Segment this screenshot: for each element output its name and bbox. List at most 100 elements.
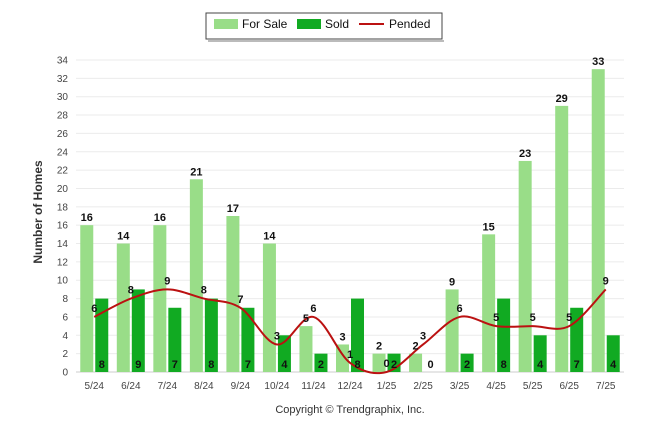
sold-value-label: 7 [245,359,251,371]
y-tick-label: 12 [57,257,69,268]
for-sale-value-label: 14 [263,231,276,243]
sold-value-label: 2 [318,359,324,371]
sold-value-label: 9 [135,359,141,371]
pended-value-label: 9 [603,275,609,287]
for-sale-value-label: 14 [117,231,130,243]
y-axis-label: Number of Homes [31,160,45,264]
x-tick-label: 9/24 [231,381,251,392]
for-sale-value-label: 2 [376,341,382,353]
bars [80,69,620,373]
sold-value-label: 7 [574,359,580,371]
y-tick-label: 0 [62,368,68,379]
bar-for-sale [445,289,459,372]
x-axis-ticks: 5/24 6/24 7/24 8/24 9/24 10/24 11/24 12/24 1/25 2… [85,381,616,392]
bar-sold [606,335,620,372]
y-tick-label: 6 [62,312,68,323]
x-tick-label: 2/25 [413,381,433,392]
pended-value-label: 5 [530,312,536,324]
for-sale-value-label: 5 [303,313,309,325]
for-sale-value-label: 29 [556,93,568,105]
legend-label-sold: Sold [325,17,349,31]
x-tick-label: 7/25 [596,381,616,392]
y-tick-label: 2 [62,349,68,360]
pended-value-label: 3 [274,330,280,342]
y-tick-label: 16 [57,221,69,232]
bar-for-sale [116,243,130,372]
sold-value-label: 8 [99,359,105,371]
bar-for-sale [262,243,276,372]
for-sale-value-label: 9 [449,276,455,288]
pended-value-label: 6 [457,303,463,315]
sold-value-label: 4 [281,359,288,371]
x-tick-label: 5/24 [85,381,105,392]
y-tick-label: 32 [57,74,69,85]
y-tick-label: 26 [57,129,69,140]
y-tick-label: 8 [62,294,68,305]
bar-sold [95,298,109,372]
legend: For Sale Sold Pended [205,12,444,42]
pended-value-label: 8 [128,285,134,297]
sold-value-label: 8 [354,359,360,371]
legend-swatch-sold [297,19,321,29]
for-sale-value-label: 16 [81,212,93,224]
sold-value-label: 0 [428,359,434,371]
bar-sold [460,353,474,372]
pended-value-label: 6 [310,303,316,315]
pended-value-label: 3 [420,330,426,342]
legend-shadow [208,40,444,42]
pended-value-label: 6 [91,303,97,315]
pended-value-label: 8 [201,285,207,297]
legend-label-pended: Pended [389,17,430,31]
bar-for-sale [482,234,496,372]
for-sale-value-label: 16 [154,212,166,224]
sold-value-label: 8 [208,359,214,371]
pended-value-label: 5 [493,312,499,324]
pended-line [93,288,607,375]
bar-sold [314,353,328,372]
sold-value-label: 2 [464,359,470,371]
for-sale-value-label: 21 [190,166,202,178]
pended-value-label: 7 [237,294,243,306]
pended-value-label: 9 [164,275,170,287]
sold-value-label: 2 [391,359,397,371]
bar-for-sale [518,160,532,372]
y-tick-label: 14 [57,239,69,250]
sold-value-label: 4 [537,359,544,371]
for-sale-value-label: 3 [339,331,345,343]
x-tick-label: 5/25 [523,381,543,392]
y-tick-label: 24 [57,147,69,158]
for-sale-value-label: 17 [227,203,239,215]
bar-for-sale [372,353,386,372]
bar-for-sale [226,216,240,372]
x-tick-label: 3/25 [450,381,470,392]
pended-value-label: 0 [383,358,389,370]
x-tick-label: 10/24 [264,381,289,392]
sold-value-label: 8 [501,359,507,371]
y-tick-label: 28 [57,111,69,122]
bar-sold [351,298,364,372]
grid-lines [76,59,624,373]
y-tick-label: 30 [57,92,69,103]
sold-value-label: 7 [172,359,178,371]
y-tick-label: 20 [57,184,69,195]
for-sale-value-label: 2 [413,341,419,353]
for-sale-value-label: 23 [519,148,531,160]
x-tick-label: 6/25 [559,381,579,392]
x-tick-label: 11/24 [301,381,326,392]
bar-for-sale [299,326,313,372]
bar-for-sale [409,353,423,372]
bar-for-sale [591,69,605,373]
y-tick-label: 34 [57,56,69,67]
legend-box [205,12,443,40]
bar-sold [533,335,547,372]
bar-sold [241,307,255,372]
bar-for-sale [555,105,569,372]
y-tick-label: 10 [57,276,69,287]
y-tick-label: 4 [62,331,68,342]
pended-value-label: 1 [347,349,353,361]
legend-label-for-sale: For Sale [242,17,288,31]
copyright-text: Copyright © Trendgraphix, Inc. [275,404,424,416]
bar-sold [204,298,218,372]
